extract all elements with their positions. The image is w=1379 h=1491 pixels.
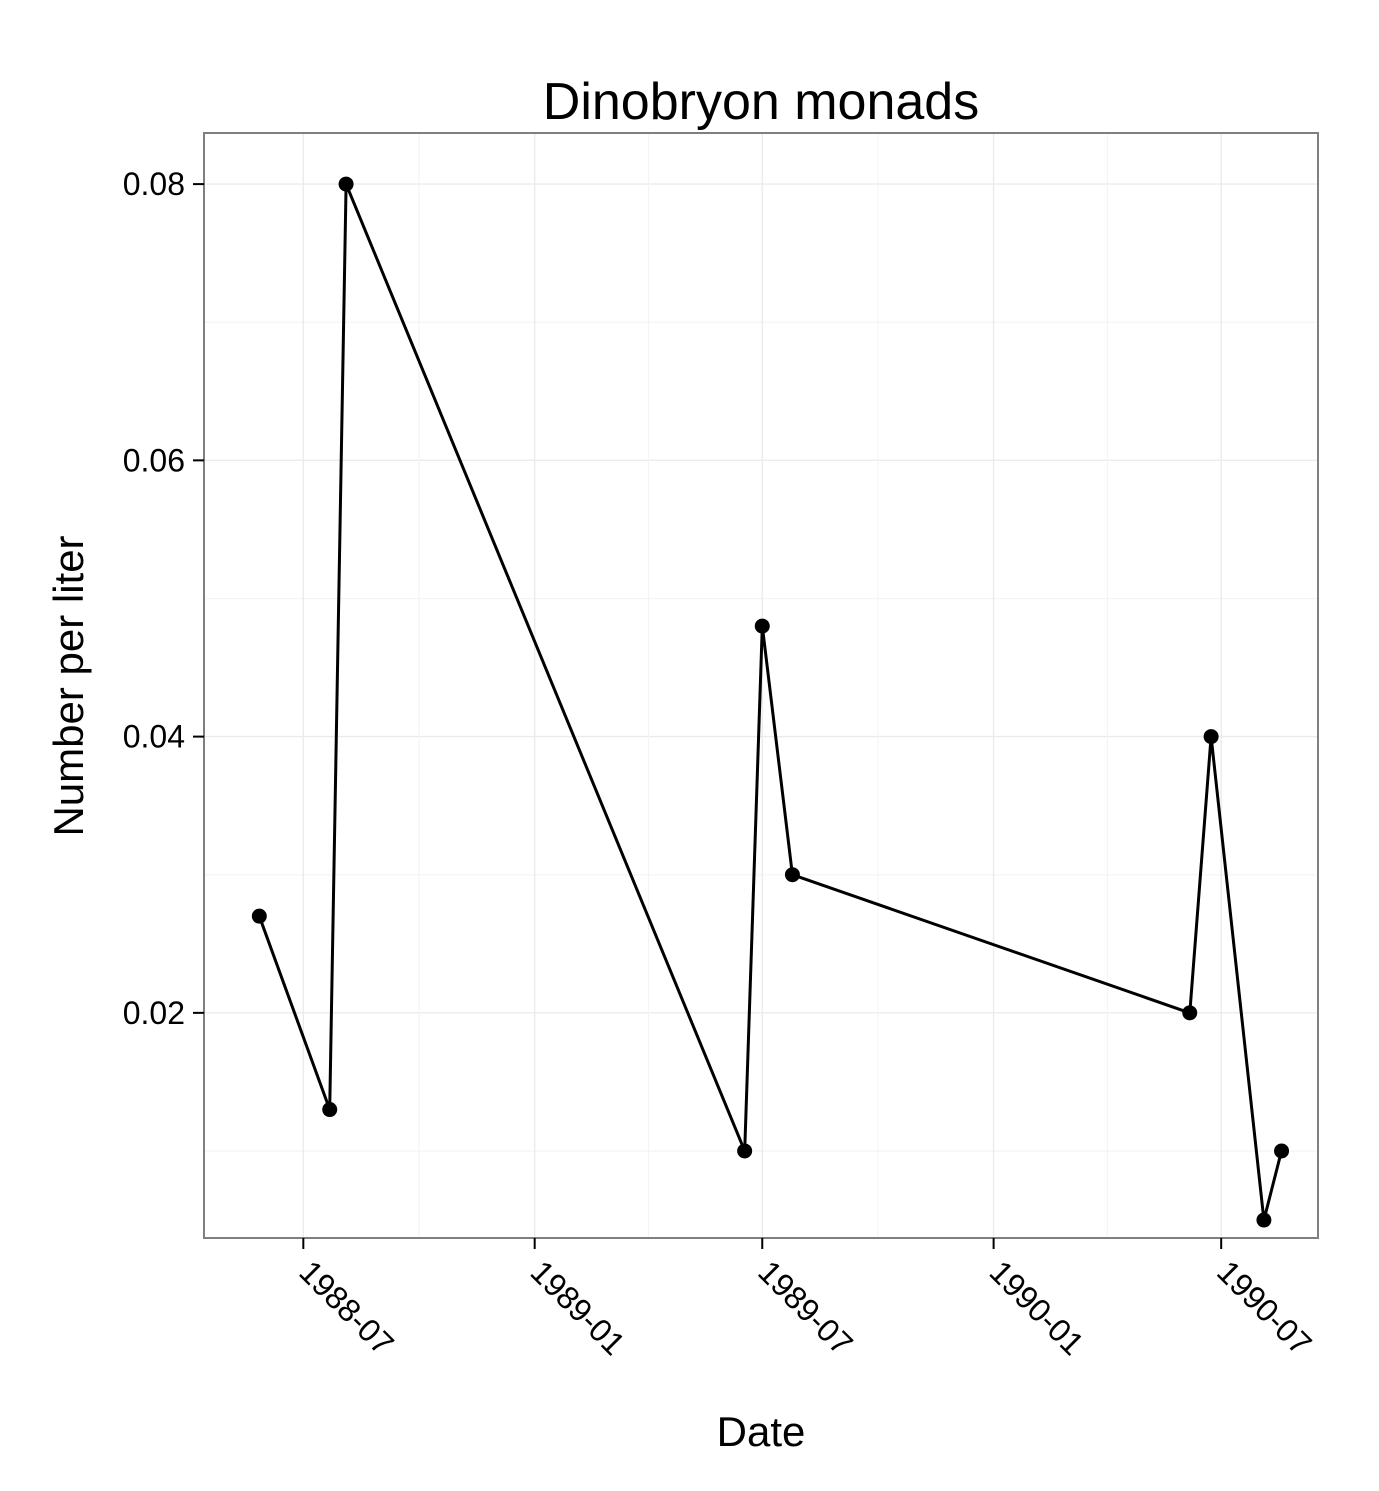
series-line [257, 182, 1283, 1222]
data-point [1256, 1212, 1272, 1228]
grid-lines [204, 133, 1318, 1238]
data-point [737, 1143, 753, 1159]
data-point [338, 176, 354, 192]
data-point [1182, 1005, 1198, 1021]
y-axis: 0.02 0.04 0.06 0.08 [123, 166, 204, 1031]
data-series [251, 176, 1290, 1228]
x-axis-title: Date [717, 1408, 806, 1455]
y-tick-label: 0.08 [123, 166, 185, 202]
data-point [754, 618, 770, 634]
y-tick-label: 0.06 [123, 442, 185, 478]
plot-panel-border [203, 132, 1319, 1239]
data-point [322, 1102, 338, 1118]
y-tick-label: 0.02 [123, 995, 185, 1031]
y-axis-title: Number per liter [45, 535, 92, 836]
data-point [1203, 729, 1219, 745]
y-tick-label: 0.04 [123, 719, 185, 755]
data-point [251, 908, 267, 924]
data-point [1274, 1143, 1290, 1159]
chart-title: Dinobryon monads [543, 73, 979, 131]
data-point [784, 867, 800, 883]
